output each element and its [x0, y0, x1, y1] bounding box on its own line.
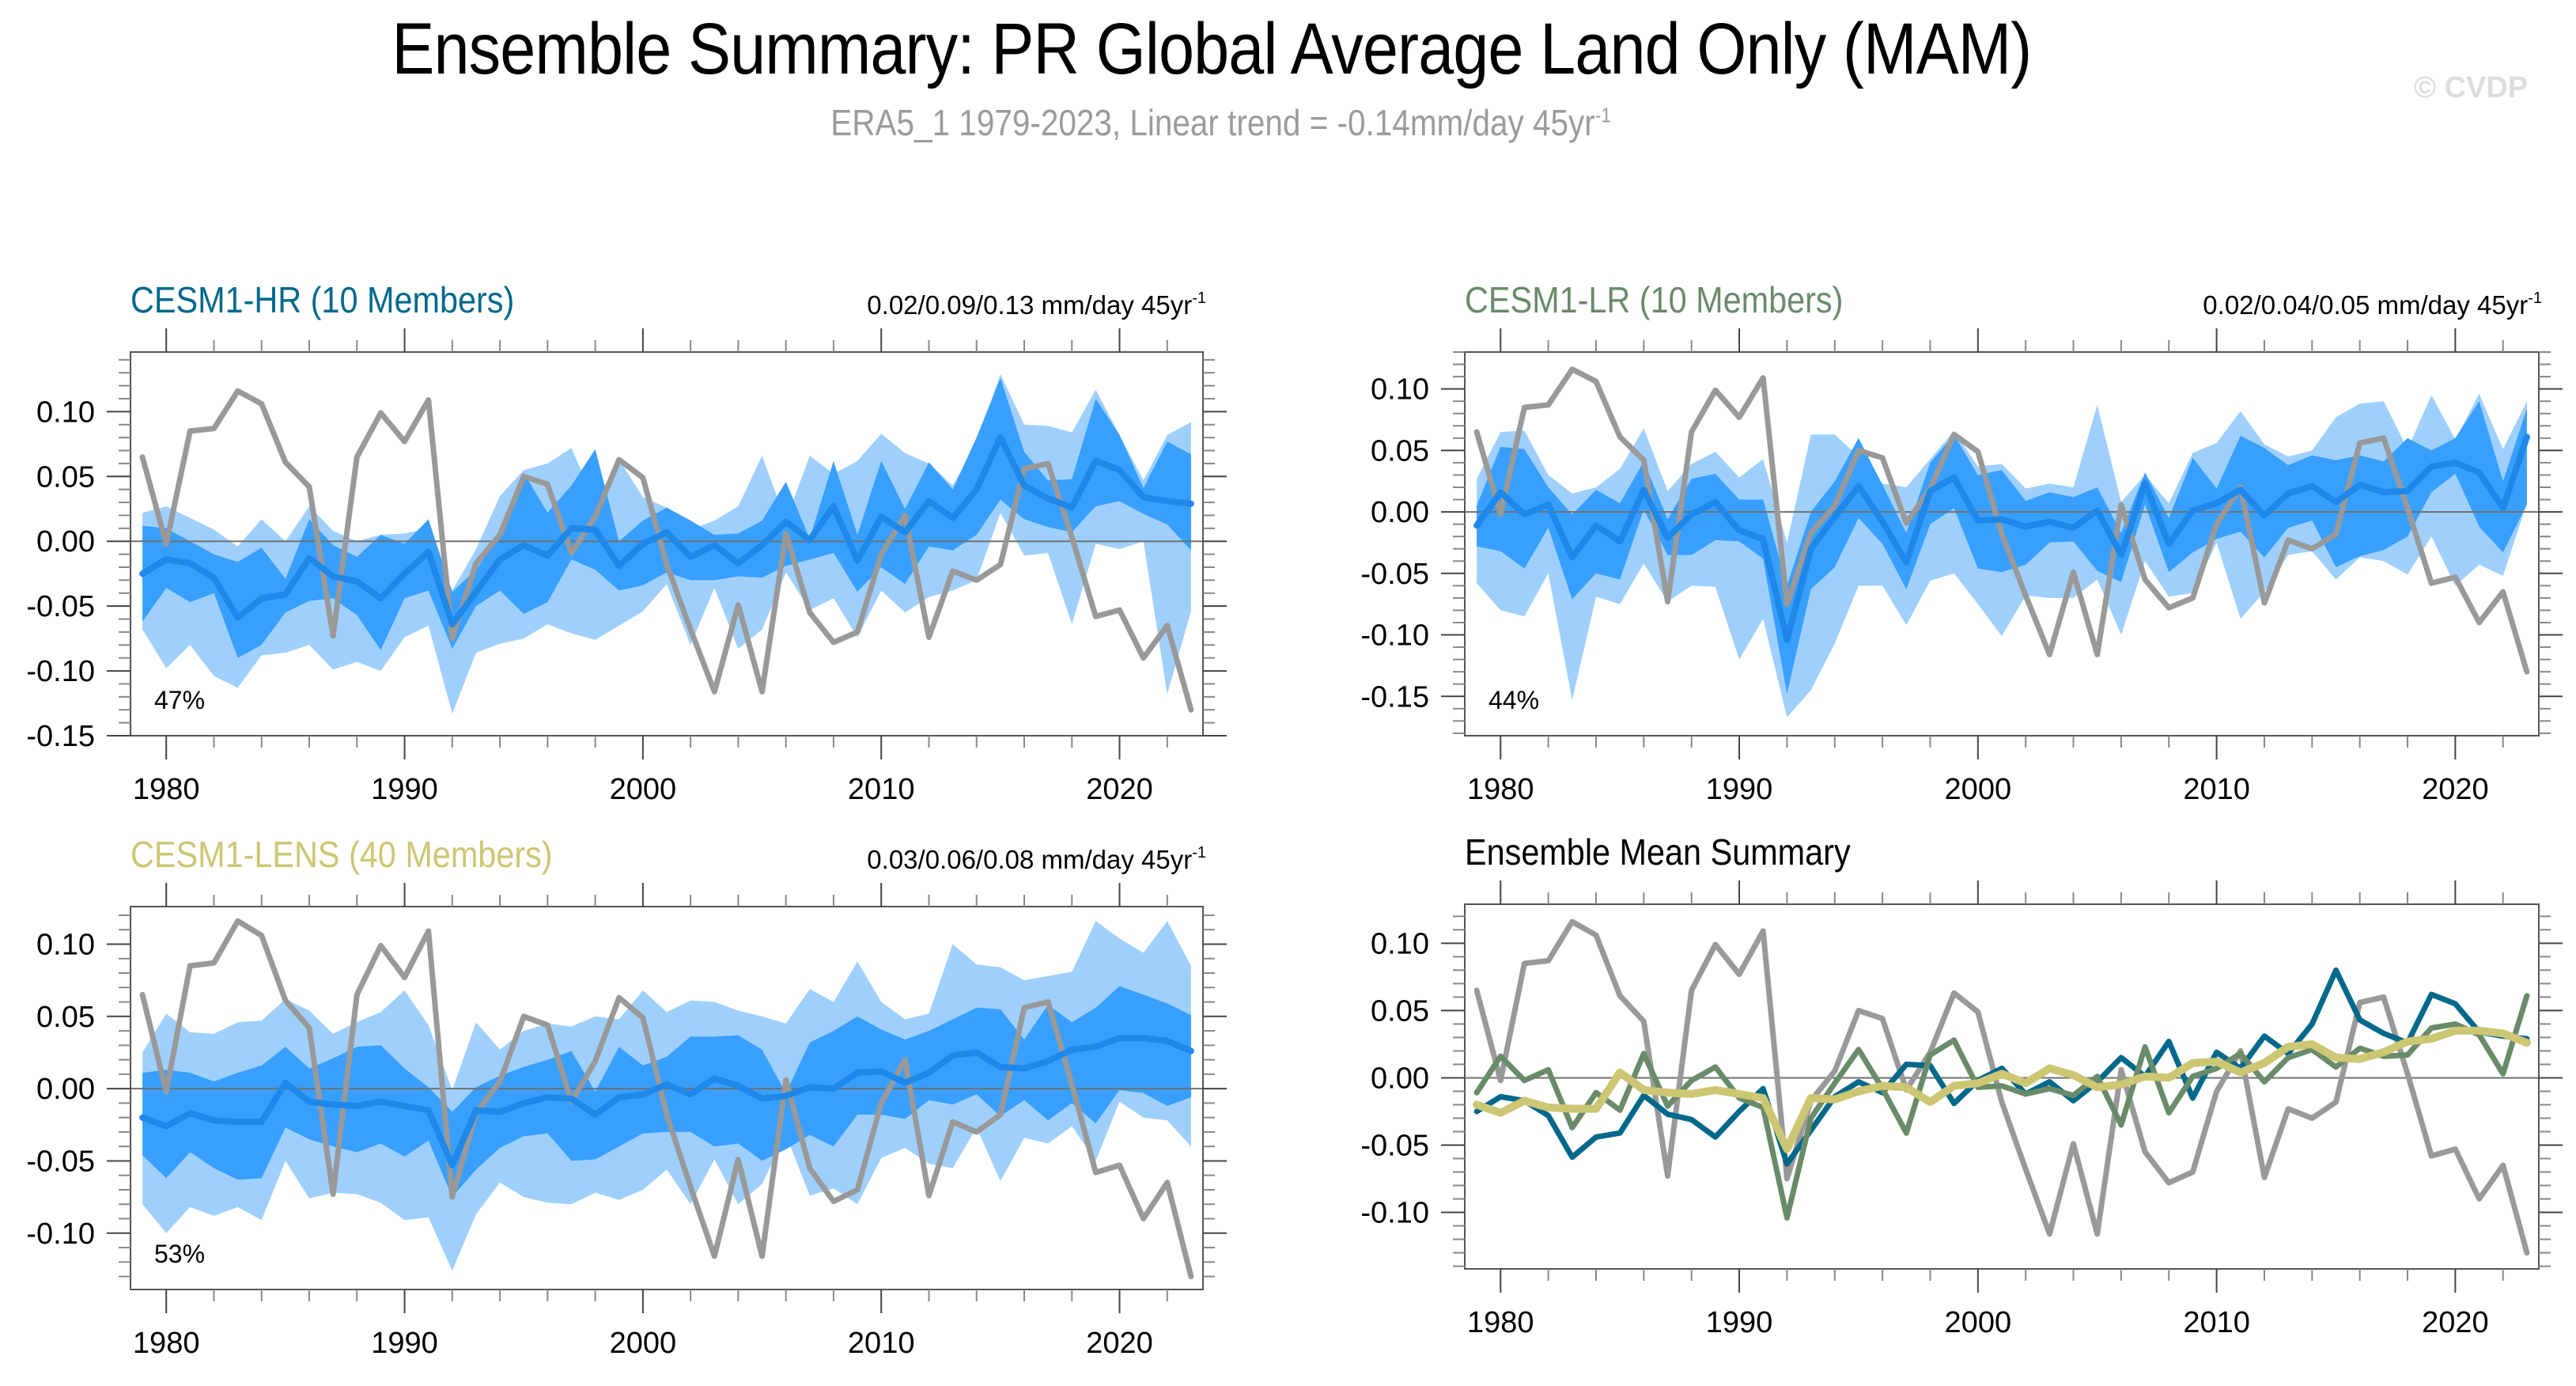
y-tick-label: -0.10: [1360, 1197, 1429, 1230]
subtitle-text: ERA5_1 1979-2023, Linear trend = -0.14mm…: [830, 102, 1595, 143]
y-tick-label: -0.05: [1360, 1129, 1429, 1162]
plot-frame: [130, 906, 1204, 1290]
panel-title: CESM1-LR (10 Members): [1465, 280, 1843, 321]
y-tick-label: -0.10: [1360, 619, 1429, 653]
x-tick-label: 2010: [848, 773, 915, 806]
y-tick-label: 0.00: [1371, 1062, 1429, 1095]
x-tick-label: 1990: [371, 1327, 438, 1360]
line-cesm1-lr: [1473, 993, 2530, 1221]
y-tick-label: -0.05: [1360, 558, 1429, 591]
plot-frame: [1464, 903, 2540, 1270]
panel-title: CESM1-HR (10 Members): [131, 280, 514, 321]
ensemble-mean-line: [139, 434, 1194, 628]
x-tick-label: 1990: [371, 773, 438, 806]
panel-cesm1-lr: CESM1-LR (10 Members) 0.02/0.04/0.05 mm/d…: [1360, 280, 2563, 806]
x-tick-label: 1990: [1706, 1306, 1773, 1339]
figure-title: Ensemble Summary: PR Global Average Land…: [392, 9, 2032, 89]
plot-area: [131, 373, 1203, 714]
x-tick-label: 2010: [2183, 773, 2250, 806]
plot-area: [131, 918, 1203, 1280]
plot-frame: [1464, 351, 2540, 737]
y-tick-label: 0.05: [1371, 434, 1429, 468]
figure-subtitle: ERA5_1 1979-2023, Linear trend = -0.14mm…: [0, 101, 2576, 144]
band-25-75: [142, 986, 1191, 1198]
y-tick-label: -0.10: [26, 1217, 95, 1251]
panel-cesm1-lens: CESM1-LENS (40 Members) 0.03/0.06/0.08 mm…: [26, 835, 1227, 1360]
x-tick-label: 2020: [1086, 1327, 1153, 1360]
obs-line-era5: [139, 918, 1194, 1280]
x-tick-label: 1980: [1467, 1306, 1534, 1339]
y-tick-label: 0.10: [36, 396, 95, 429]
y-tick-label: 0.05: [36, 460, 95, 494]
x-tick-label: 2010: [848, 1327, 915, 1360]
y-tick-label: -0.15: [26, 720, 95, 753]
x-tick-label: 1980: [133, 1327, 200, 1360]
plot-area: [1465, 366, 2539, 718]
x-tick-label: 2020: [2422, 1306, 2489, 1339]
y-tick-label: -0.05: [26, 1145, 95, 1178]
y-tick-label: 0.00: [36, 1073, 95, 1106]
x-tick-label: 2020: [1086, 773, 1153, 806]
ensemble-mean-line: [1473, 434, 2530, 643]
percent-label: 44%: [1488, 686, 1539, 714]
x-tick-label: 1980: [1467, 773, 1534, 806]
panel-cesm1-hr: CESM1-HR (10 Members) 0.02/0.09/0.13 mm/d…: [26, 280, 1227, 806]
x-tick-label: 2000: [610, 773, 677, 806]
plot-frame: [130, 351, 1204, 737]
y-tick-label: 0.10: [36, 928, 95, 961]
copyright-watermark: © CVDP: [2414, 71, 2529, 104]
x-tick-label: 2010: [2183, 1306, 2250, 1339]
y-tick-label: 0.05: [1371, 994, 1429, 1028]
plot-area: [1465, 918, 2539, 1256]
obs-line-era5: [139, 388, 1194, 713]
x-tick-label: 2020: [2422, 773, 2489, 806]
x-tick-label: 1990: [1706, 773, 1773, 806]
panel-ensemble-mean-summary: Ensemble Mean Summary -0.10 -0.05 0.00 0.05 0…: [1360, 832, 2563, 1339]
panel-title: CESM1-LENS (40 Members): [131, 835, 553, 876]
line-cesm1-hr: [1473, 967, 2530, 1167]
y-tick-label: -0.15: [1360, 680, 1429, 714]
panel-title: Ensemble Mean Summary: [1465, 832, 1851, 873]
line-cesm1-lens: [1473, 1026, 2531, 1153]
x-tick-label: 2000: [1945, 1306, 2012, 1339]
y-tick-label: 0.10: [1371, 373, 1429, 407]
band-25-75: [1477, 401, 2527, 695]
x-tick-label: 2000: [610, 1327, 677, 1360]
subtitle-superscript: -1: [1594, 103, 1611, 127]
band-25-75: [142, 377, 1191, 658]
y-tick-label: 0.00: [1371, 496, 1429, 529]
y-tick-label: 0.10: [1371, 927, 1429, 960]
percent-label: 47%: [154, 686, 205, 714]
x-tick-label: 1980: [133, 773, 200, 806]
ensemble-mean-line: [139, 1035, 1194, 1168]
y-tick-label: -0.05: [26, 590, 95, 623]
panel-trend-label: 0.02/0.09/0.13 mm/day 45yr-1: [867, 290, 1206, 320]
panel-trend-label: 0.02/0.04/0.05 mm/day 45yr-1: [2203, 290, 2542, 320]
x-tick-label: 2000: [1945, 773, 2012, 806]
y-tick-label: 0.05: [36, 1001, 95, 1034]
y-tick-label: -0.10: [26, 655, 95, 688]
panel-trend-label: 0.03/0.06/0.08 mm/day 45yr-1: [867, 844, 1206, 874]
percent-label: 53%: [154, 1240, 205, 1268]
y-tick-label: 0.00: [36, 525, 95, 559]
